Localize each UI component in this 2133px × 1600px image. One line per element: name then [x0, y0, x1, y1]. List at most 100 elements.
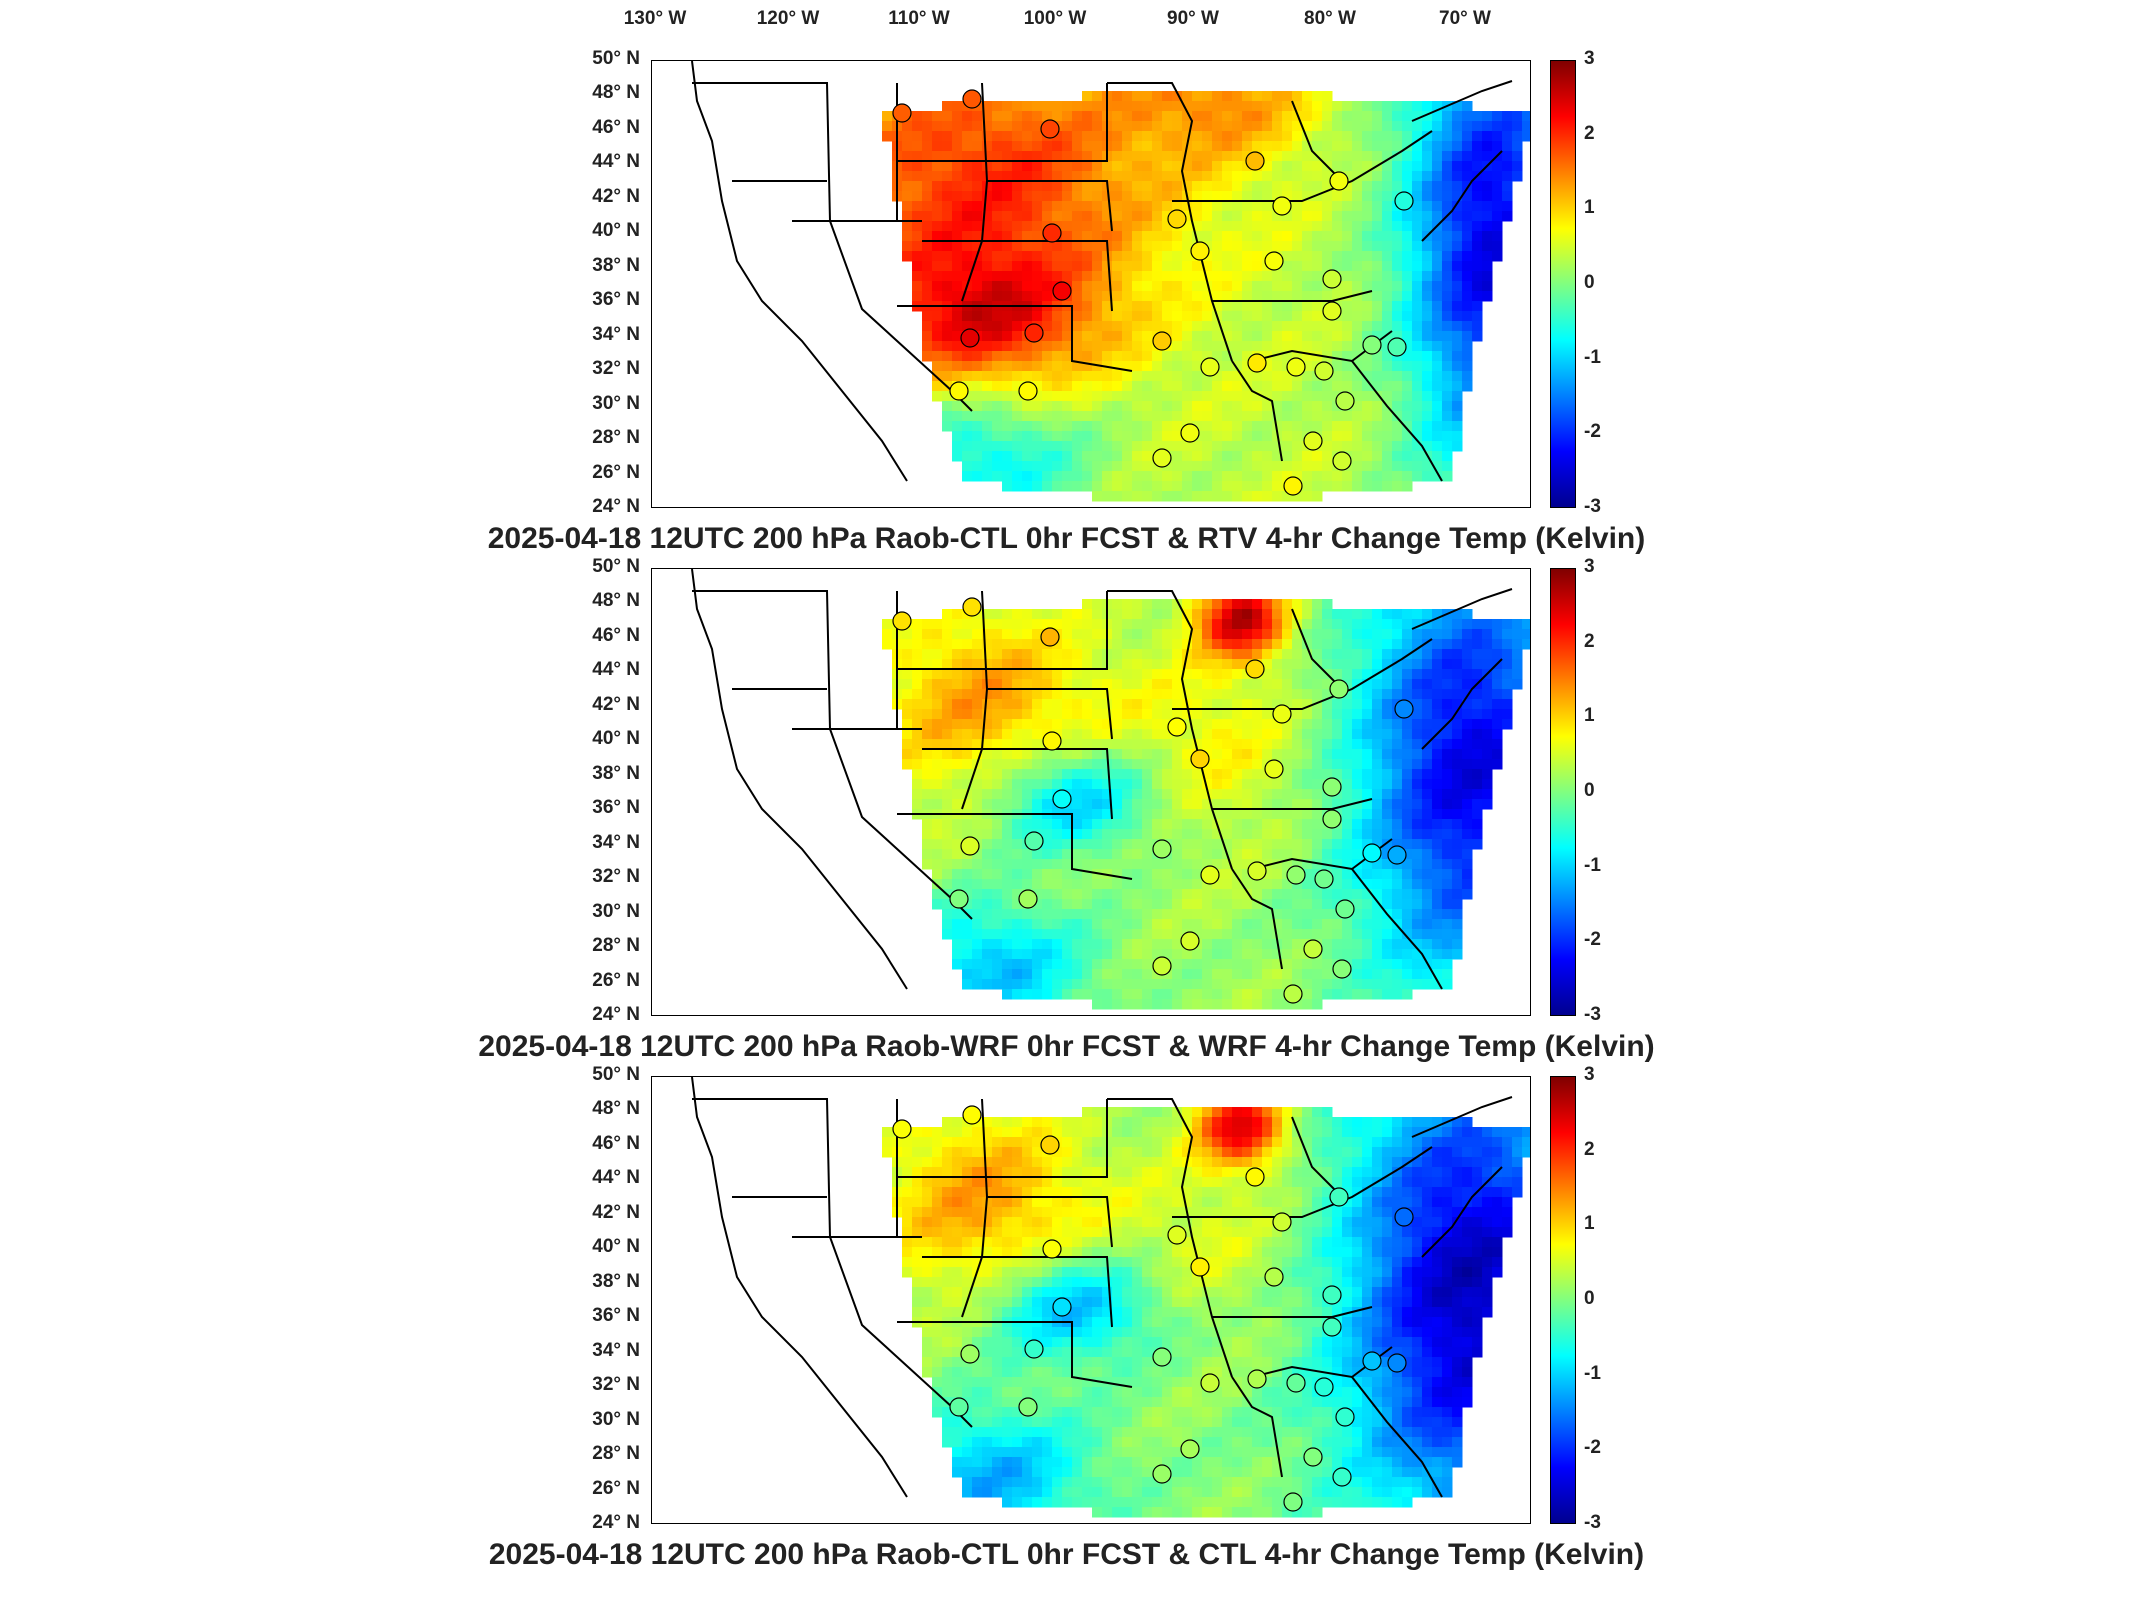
field-cell — [1392, 819, 1403, 830]
field-cell — [1352, 729, 1363, 740]
field-cell — [1272, 1107, 1283, 1118]
field-cell — [1082, 121, 1093, 132]
field-cell — [1362, 141, 1373, 152]
field-cell — [1322, 709, 1333, 720]
field-cell — [1322, 411, 1333, 422]
field-cell — [1142, 201, 1153, 212]
field-cell — [1132, 161, 1143, 172]
field-cell — [1022, 361, 1033, 372]
field-cell — [962, 361, 973, 372]
raob-station-marker — [1040, 119, 1060, 139]
field-cell — [1302, 201, 1313, 212]
field-cell — [1042, 689, 1053, 700]
field-cell — [1212, 969, 1223, 980]
field-cell — [1162, 251, 1173, 262]
field-cell — [1422, 1127, 1433, 1138]
field-cell — [1402, 639, 1413, 650]
field-cell — [1332, 321, 1343, 332]
field-cell — [1402, 779, 1413, 790]
field-cell — [1272, 191, 1283, 202]
field-cell — [1222, 301, 1233, 312]
field-cell — [1482, 261, 1493, 272]
field-cell — [1192, 979, 1203, 990]
field-cell — [1452, 271, 1463, 282]
field-cell — [1452, 769, 1463, 780]
field-cell — [1302, 799, 1313, 810]
field-cell — [1292, 739, 1303, 750]
field-cell — [1182, 351, 1193, 362]
field-cell — [1142, 351, 1153, 362]
field-cell — [1182, 779, 1193, 790]
field-cell — [1332, 291, 1343, 302]
field-cell — [1042, 769, 1053, 780]
field-cell — [1352, 969, 1363, 980]
field-cell — [972, 729, 983, 740]
field-cell — [1142, 491, 1153, 502]
field-cell — [1032, 959, 1043, 970]
field-cell — [1072, 749, 1083, 760]
field-cell — [1022, 191, 1033, 202]
field-cell — [1242, 231, 1253, 242]
field-cell — [1102, 271, 1113, 282]
field-cell — [1122, 759, 1133, 770]
field-cell — [1152, 739, 1163, 750]
field-cell — [1082, 799, 1093, 810]
field-cell — [1192, 659, 1203, 670]
field-cell — [1302, 331, 1313, 342]
field-cell — [912, 281, 923, 292]
field-cell — [1342, 311, 1353, 322]
field-cell — [1052, 331, 1063, 342]
field-cell — [1122, 739, 1133, 750]
field-cell — [1292, 421, 1303, 432]
field-cell — [1302, 839, 1313, 850]
field-cell — [952, 659, 963, 670]
field-cell — [1152, 481, 1163, 492]
field-cell — [1382, 281, 1393, 292]
field-cell — [1062, 111, 1073, 122]
field-cell — [1402, 311, 1413, 322]
field-cell — [1042, 749, 1053, 760]
field-cell — [1082, 451, 1093, 462]
boundary-line — [829, 220, 973, 412]
field-cell — [962, 739, 973, 750]
field-cell — [1302, 779, 1313, 790]
field-cell — [1192, 441, 1203, 452]
field-cell — [1152, 989, 1163, 1000]
field-cell — [1482, 241, 1493, 252]
field-cell — [1362, 171, 1373, 182]
field-cell — [1022, 799, 1033, 810]
field-cell — [1162, 201, 1173, 212]
field-cell — [1142, 1127, 1153, 1138]
field-cell — [1162, 491, 1173, 502]
field-cell — [1042, 609, 1053, 620]
field-cell — [1402, 111, 1413, 122]
field-cell — [1072, 739, 1083, 750]
field-cell — [1272, 381, 1283, 392]
field-cell — [972, 909, 983, 920]
field-cell — [1132, 311, 1143, 322]
field-cell — [1032, 221, 1043, 232]
field-cell — [1022, 171, 1033, 182]
field-cell — [1252, 101, 1263, 112]
field-cell — [1392, 619, 1403, 630]
field-cell — [1202, 789, 1213, 800]
field-cell — [1092, 739, 1103, 750]
field-cell — [1182, 231, 1193, 242]
field-cell — [1242, 391, 1253, 402]
field-cell — [1022, 201, 1033, 212]
field-cell — [1022, 859, 1033, 870]
field-cell — [1222, 999, 1233, 1010]
field-cell — [982, 619, 993, 630]
field-cell — [1262, 271, 1273, 282]
field-cell — [1422, 431, 1433, 442]
field-cell — [1062, 341, 1073, 352]
field-cell — [982, 639, 993, 650]
field-cell — [1272, 311, 1283, 322]
field-cell — [1122, 361, 1133, 372]
field-cell — [992, 679, 1003, 690]
field-cell — [1412, 391, 1423, 402]
field-cell — [1372, 859, 1383, 870]
field-cell — [1462, 879, 1473, 890]
field-cell — [1082, 929, 1093, 940]
field-cell — [1402, 919, 1413, 930]
